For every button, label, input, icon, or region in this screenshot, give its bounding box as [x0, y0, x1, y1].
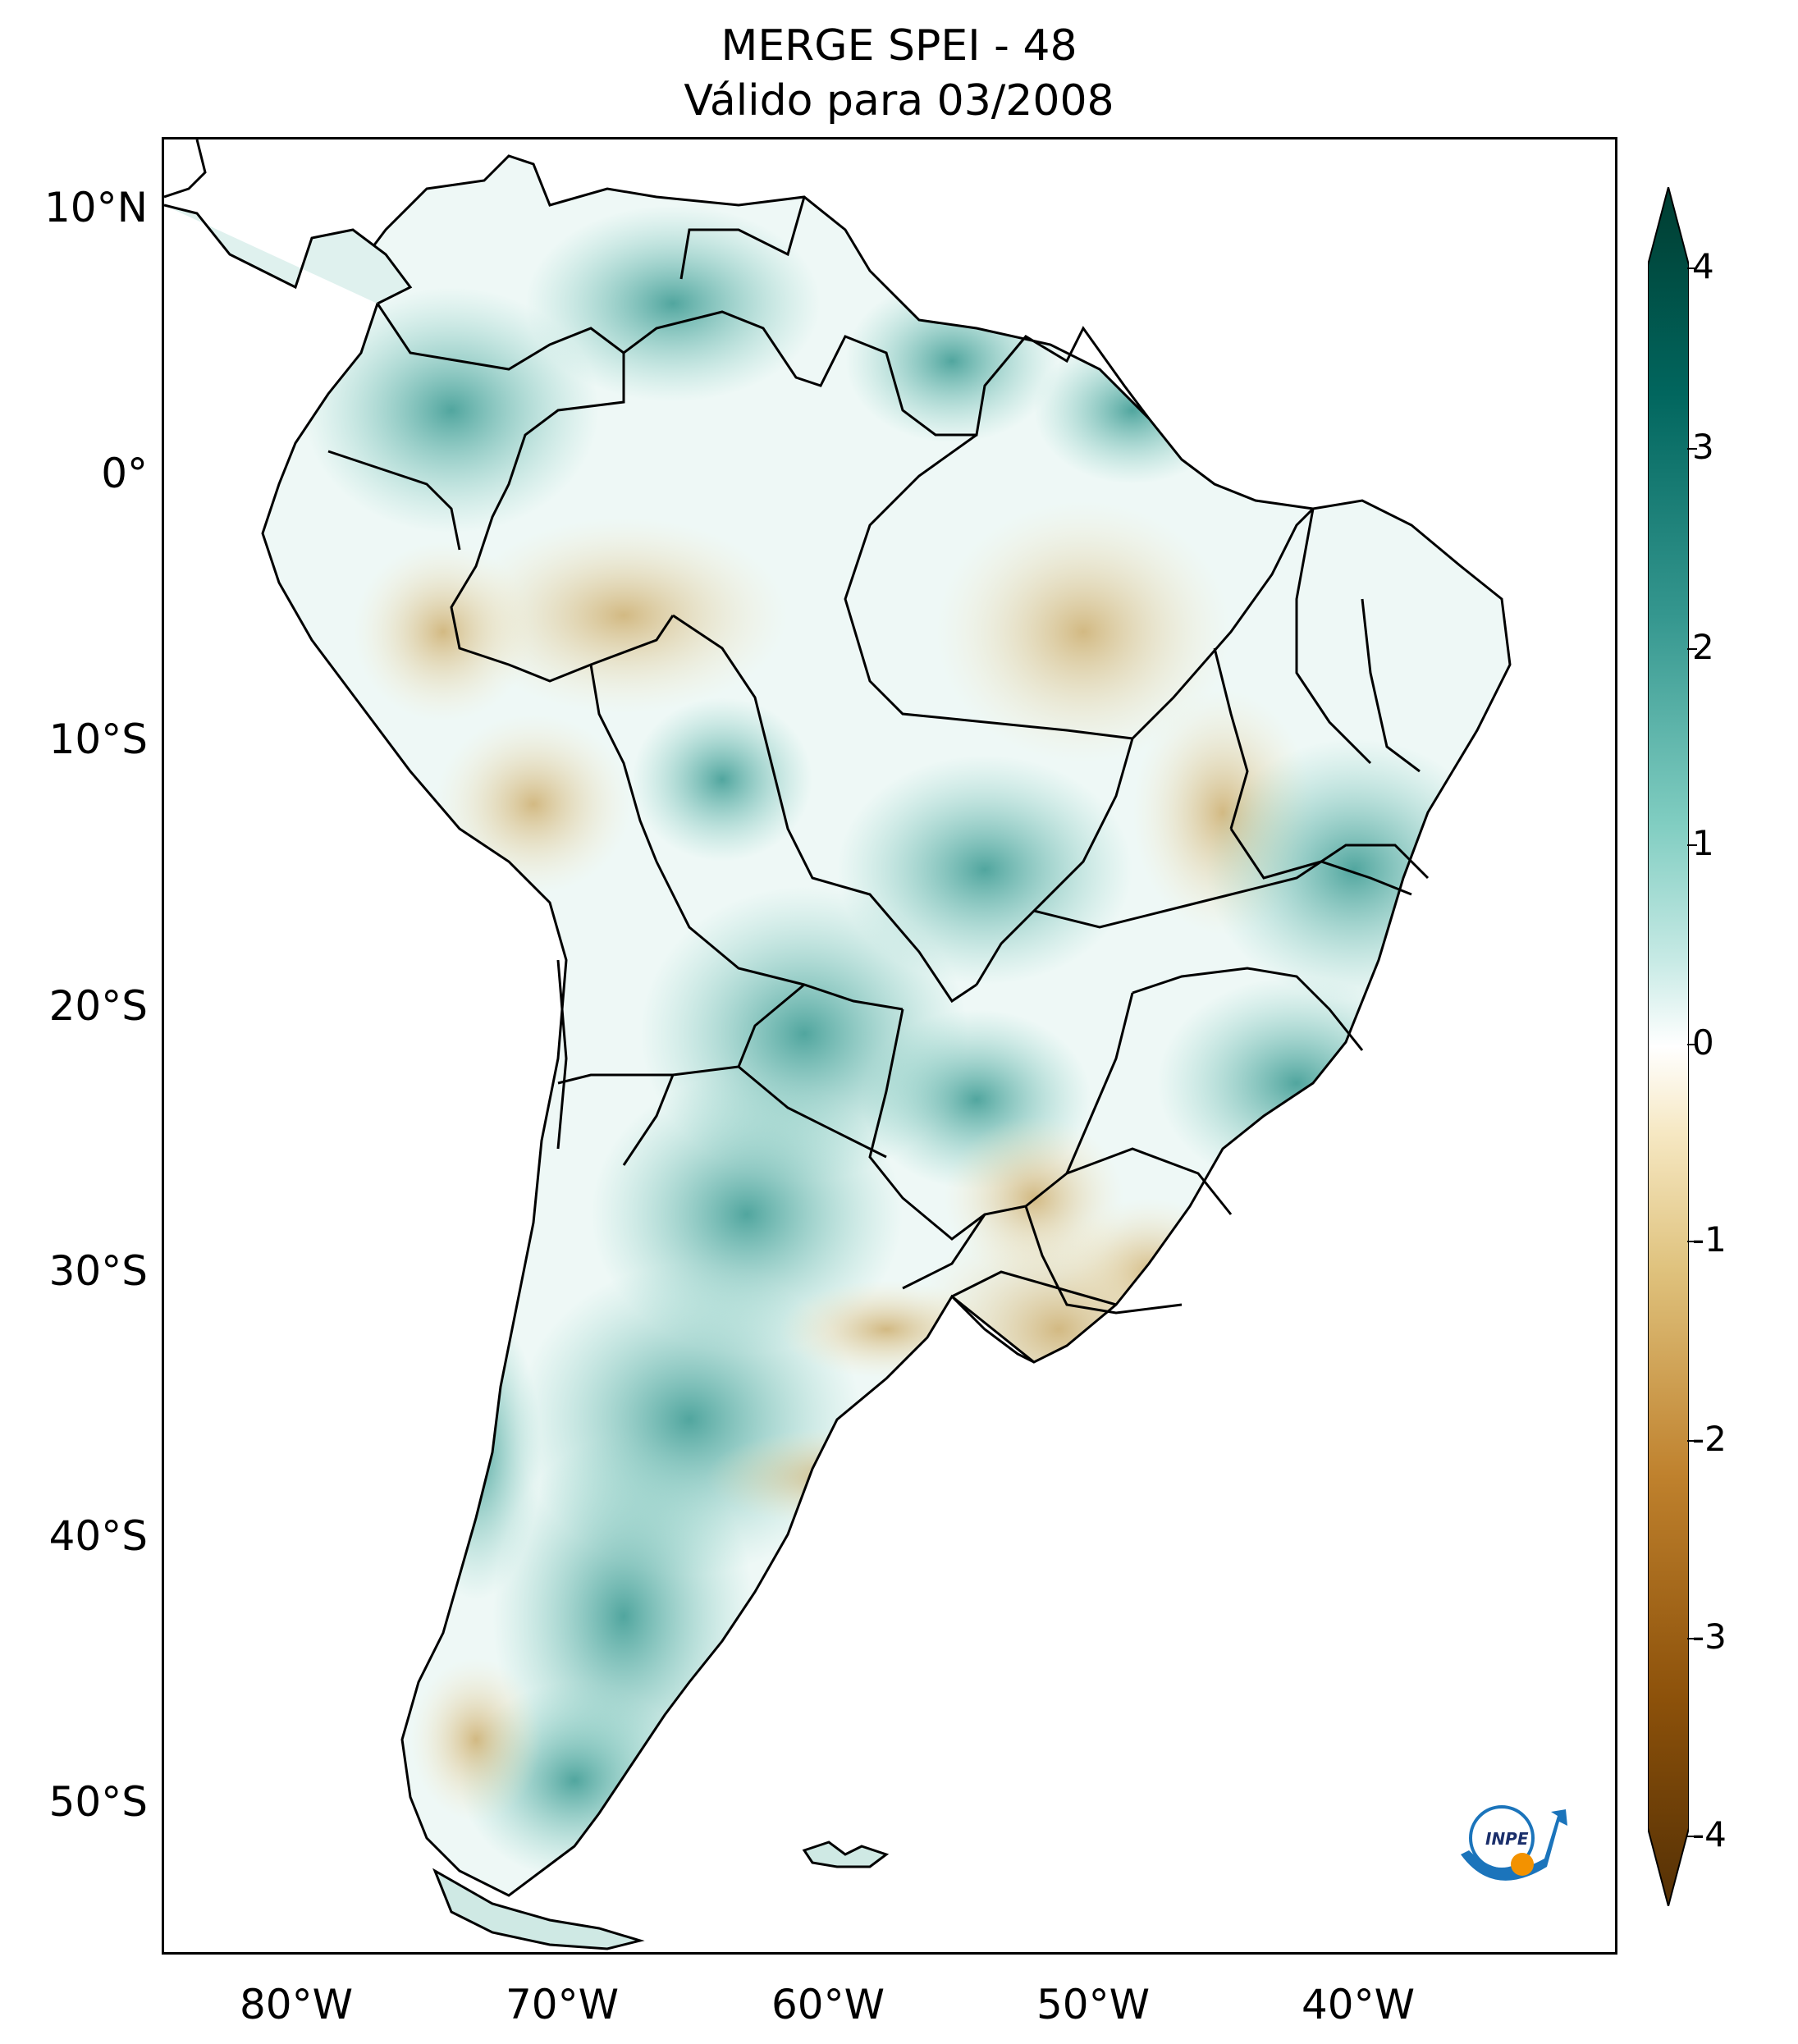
- colorbar-tick-1: 1: [1692, 823, 1714, 863]
- falkland-islands: [802, 1841, 890, 1868]
- colorbar-tick-neg3: -3: [1692, 1616, 1727, 1657]
- inpe-logo: INPE: [1461, 1805, 1567, 1881]
- colorbar-tick-neg4: -4: [1692, 1814, 1727, 1854]
- spei-anomaly-field: [263, 156, 1510, 1895]
- map-subtitle: Válido para 03/2008: [684, 76, 1114, 126]
- lat-label-30s: 30°S: [48, 1247, 148, 1295]
- south-america-map: [164, 139, 1512, 1950]
- colorbar-tick-neg1: -1: [1692, 1219, 1727, 1260]
- lon-label-80w: 80°W: [239, 1981, 354, 2028]
- political-borders: [327, 196, 1430, 1364]
- svg-text:INPE: INPE: [1485, 1829, 1529, 1849]
- lon-label-60w: 60°W: [771, 1981, 885, 2028]
- colorbar-tick-neg2: -2: [1692, 1419, 1727, 1459]
- lat-label-40s: 40°S: [48, 1512, 148, 1560]
- colorbar-tick-marks: [1687, 268, 1697, 1837]
- tierra-del-fuego: [432, 1868, 645, 1950]
- lat-label-50s: 50°S: [48, 1778, 148, 1826]
- lat-label-10s: 10°S: [48, 716, 148, 763]
- map-panel: [162, 137, 1617, 1955]
- lon-label-50w: 50°W: [1036, 1981, 1151, 2028]
- central-america-coast: [164, 139, 207, 199]
- colorbar: [1648, 187, 1689, 1906]
- lat-label-10n: 10°N: [43, 184, 148, 231]
- colorbar-tick-0: 0: [1692, 1022, 1714, 1063]
- lat-label-0: 0°: [101, 450, 148, 497]
- colorbar-tick-2: 2: [1692, 627, 1714, 667]
- lat-label-20s: 20°S: [48, 982, 148, 1030]
- lon-label-40w: 40°W: [1301, 1981, 1416, 2028]
- colorbar-tick-4: 4: [1692, 246, 1714, 286]
- colorbar-tick-3: 3: [1692, 427, 1714, 467]
- lon-label-70w: 70°W: [505, 1981, 620, 2028]
- central-america: [164, 203, 413, 305]
- map-title: MERGE SPEI - 48: [721, 21, 1077, 71]
